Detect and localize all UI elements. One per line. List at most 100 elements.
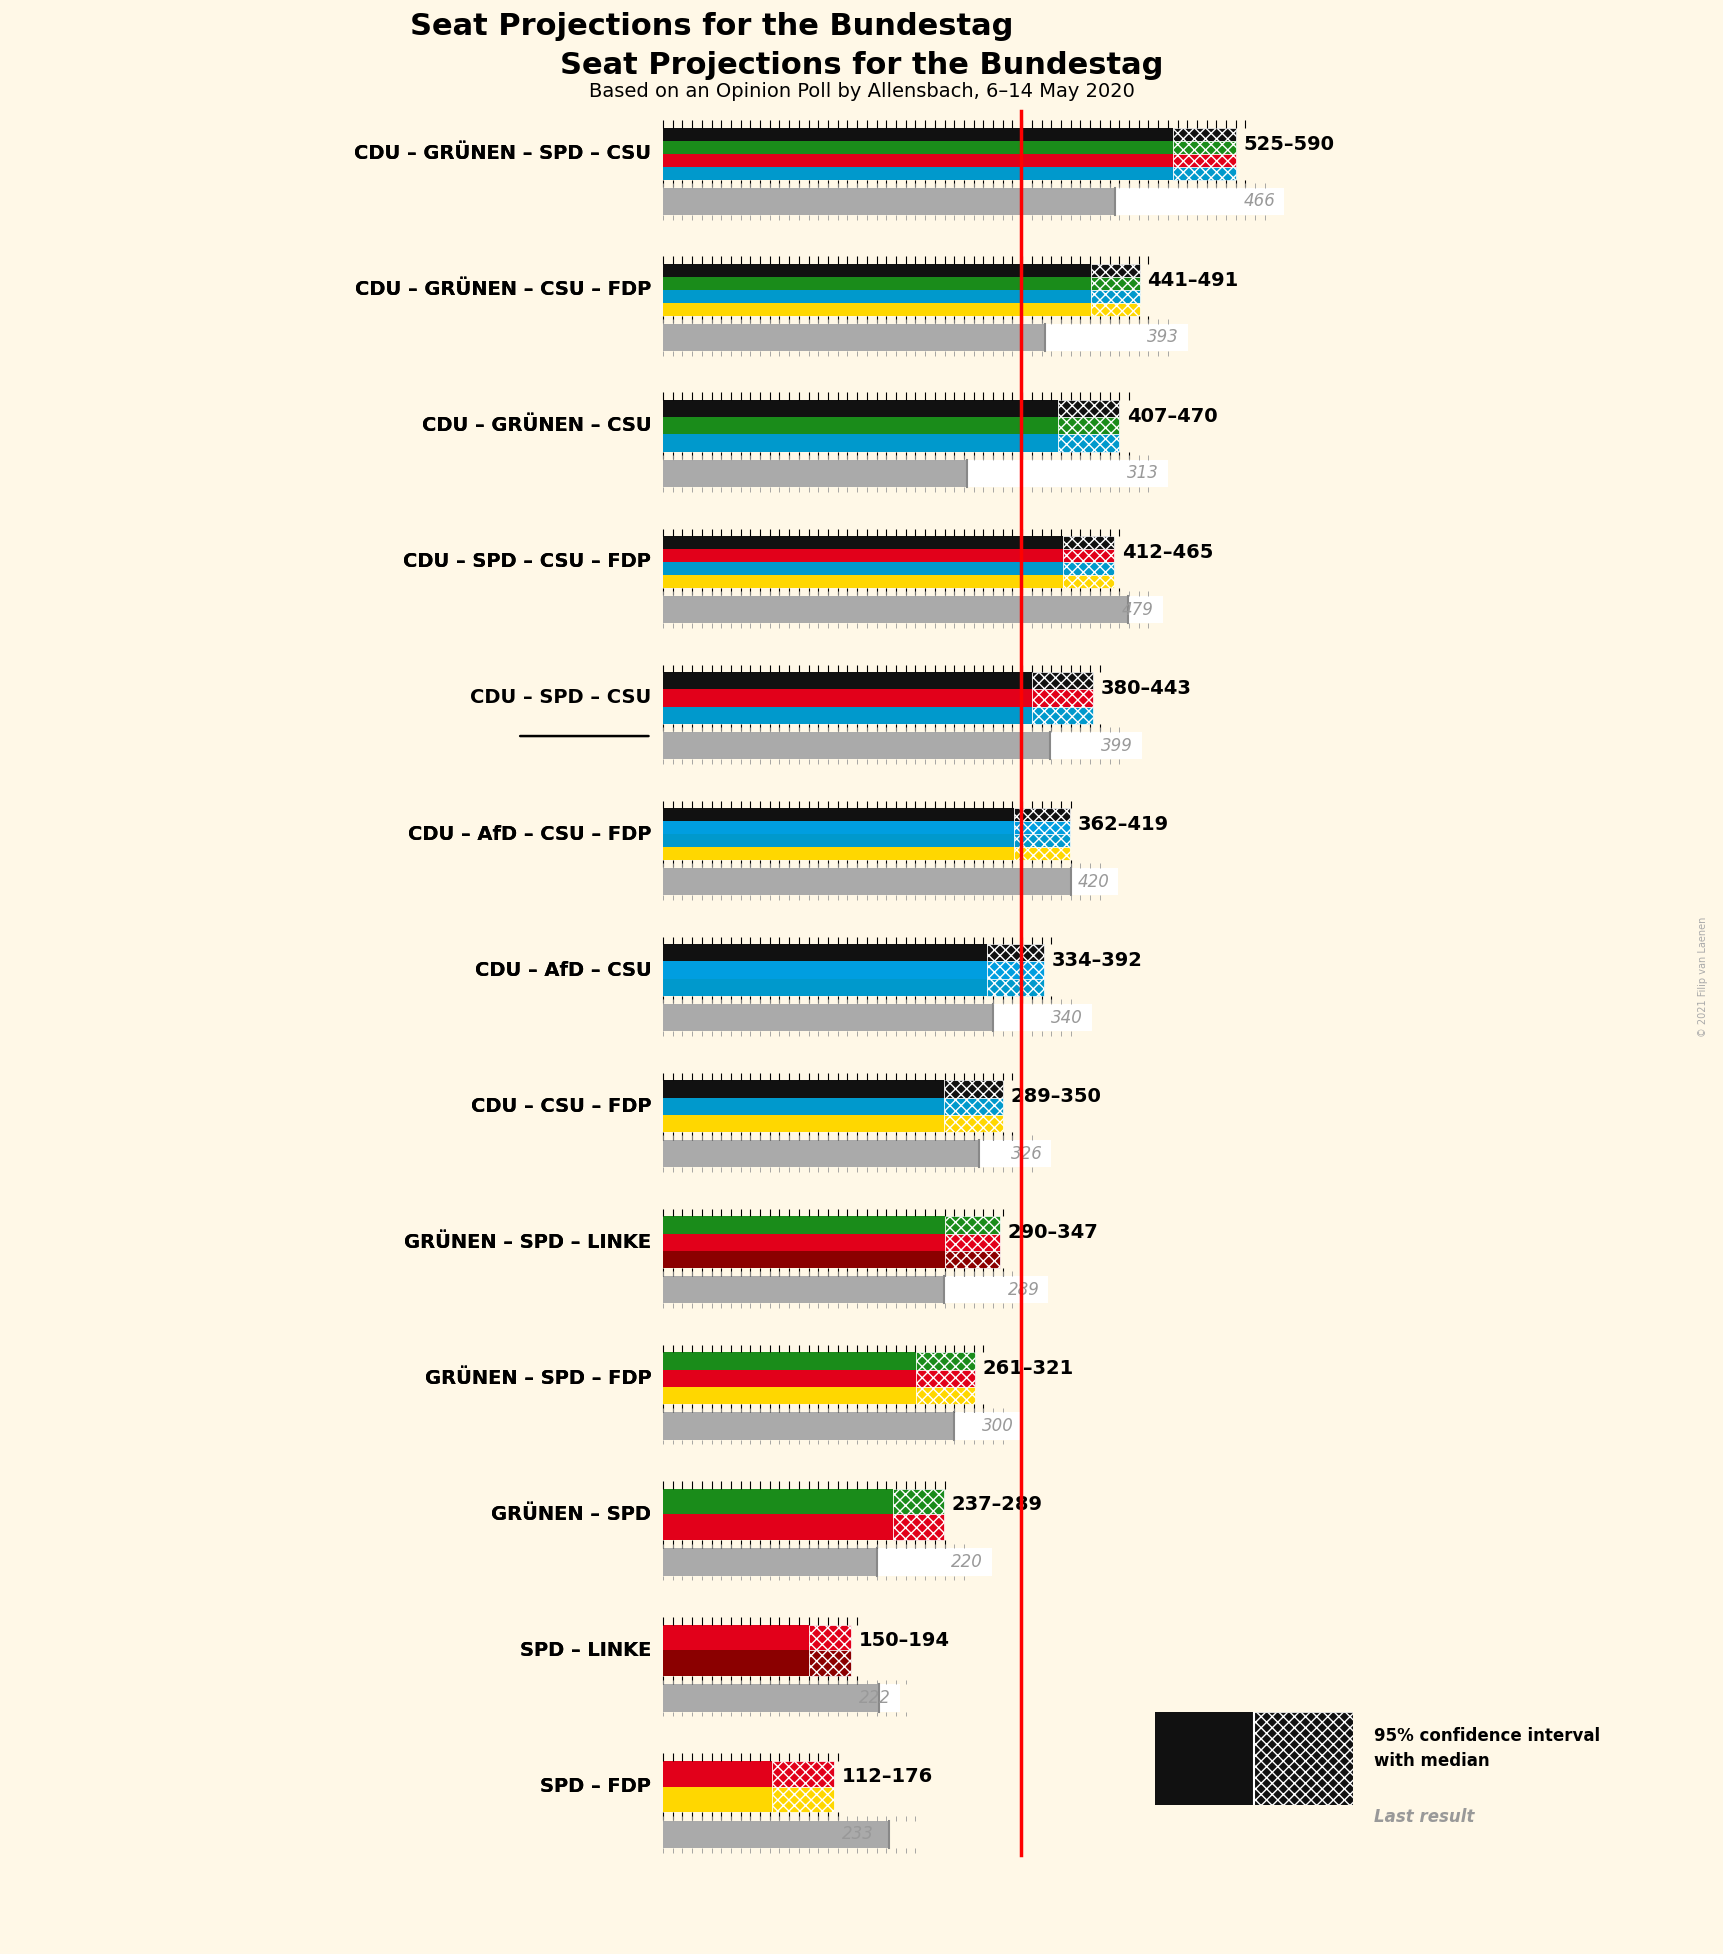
Bar (663, 1684, 899, 1712)
Text: SPD – LINKE: SPD – LINKE (520, 1641, 651, 1661)
Bar (987, 979, 1042, 997)
Bar (663, 1489, 893, 1514)
Bar (663, 596, 1163, 623)
Bar (1032, 672, 1092, 690)
Text: GRÜNEN – SPD – LINKE: GRÜNEN – SPD – LINKE (403, 1233, 651, 1253)
Text: GRÜNEN – SPD: GRÜNEN – SPD (491, 1505, 651, 1524)
Text: CDU – GRÜNEN – SPD – CSU: CDU – GRÜNEN – SPD – CSU (355, 145, 651, 164)
Bar (663, 401, 1058, 418)
Text: CDU – CSU – FDP: CDU – CSU – FDP (470, 1096, 651, 1116)
Bar (808, 1624, 851, 1651)
Bar (663, 868, 1118, 895)
Bar (1091, 289, 1139, 303)
Bar (663, 188, 1284, 215)
Bar (663, 574, 1063, 588)
Text: CDU – SPD – CSU – FDP: CDU – SPD – CSU – FDP (403, 553, 651, 571)
Text: 380–443: 380–443 (1101, 678, 1191, 698)
Bar (663, 834, 1013, 846)
Bar (663, 1786, 772, 1813)
Text: CDU – AfD – CSU – FDP: CDU – AfD – CSU – FDP (408, 825, 651, 844)
Bar (663, 324, 1187, 352)
Bar (1013, 834, 1070, 846)
Bar (663, 1276, 1048, 1303)
Bar (893, 1514, 942, 1540)
Bar (1172, 141, 1235, 154)
Bar (663, 1548, 991, 1575)
Text: 300: 300 (982, 1417, 1013, 1434)
Text: 233: 233 (841, 1825, 874, 1843)
Text: Seat Projections for the Bundestag: Seat Projections for the Bundestag (560, 51, 1163, 80)
Bar (1063, 574, 1113, 588)
Bar (663, 1004, 992, 1032)
Bar (917, 1352, 973, 1370)
Bar (663, 1413, 1022, 1440)
Bar (663, 1624, 808, 1651)
Bar (663, 1352, 917, 1370)
Text: 399: 399 (1101, 737, 1132, 754)
Text: CDU – CSU – FDP: CDU – CSU – FDP (470, 1096, 651, 1116)
Bar (1063, 563, 1113, 574)
Text: 290–347: 290–347 (1006, 1223, 1098, 1243)
Bar (1063, 549, 1113, 563)
Bar (663, 868, 1070, 895)
Bar (1013, 809, 1070, 821)
Text: CDU – AfD – CSU: CDU – AfD – CSU (474, 961, 651, 979)
Bar (1013, 846, 1070, 860)
Bar (1091, 303, 1139, 317)
Text: CDU – GRÜNEN – CSU: CDU – GRÜNEN – CSU (422, 416, 651, 436)
Bar (944, 1251, 999, 1268)
Bar (1091, 264, 1139, 277)
Bar (772, 1761, 834, 1786)
Bar (663, 264, 1091, 277)
Bar (663, 1141, 979, 1167)
Text: 393: 393 (1148, 328, 1179, 346)
Text: SPD – LINKE: SPD – LINKE (520, 1641, 651, 1661)
Bar (987, 961, 1042, 979)
Text: 326: 326 (1010, 1145, 1042, 1163)
Bar (1172, 166, 1235, 180)
Text: 220: 220 (951, 1553, 982, 1571)
Bar (917, 1387, 973, 1405)
Bar (663, 127, 1172, 141)
Text: © 2021 Filip van Laenen: © 2021 Filip van Laenen (1697, 916, 1707, 1038)
Bar (663, 535, 1063, 549)
Text: 150–194: 150–194 (858, 1632, 949, 1651)
Text: CDU – GRÜNEN – SPD – CSU: CDU – GRÜNEN – SPD – CSU (355, 145, 651, 164)
Bar (1032, 690, 1092, 707)
Text: 525–590: 525–590 (1242, 135, 1334, 154)
Text: 407–470: 407–470 (1127, 406, 1216, 426)
Text: 222: 222 (858, 1688, 891, 1708)
Text: 95% confidence interval
with median: 95% confidence interval with median (1373, 1727, 1599, 1770)
Bar (663, 821, 1013, 834)
Text: GRÜNEN – SPD – FDP: GRÜNEN – SPD – FDP (424, 1370, 651, 1387)
Bar (663, 1684, 879, 1712)
Text: CDU – GRÜNEN – CSU – FDP: CDU – GRÜNEN – CSU – FDP (355, 279, 651, 299)
Bar (663, 1821, 882, 1848)
Text: 362–419: 362–419 (1077, 815, 1168, 834)
Text: CDU – SPD – CSU: CDU – SPD – CSU (470, 688, 651, 707)
Bar (1058, 401, 1118, 418)
Text: CDU – AfD – CSU – FDP: CDU – AfD – CSU – FDP (408, 825, 651, 844)
Bar (1013, 821, 1070, 834)
Bar (944, 1233, 999, 1251)
Bar (663, 1116, 942, 1131)
Bar (663, 1141, 1051, 1167)
Bar (893, 1489, 942, 1514)
Bar (663, 733, 1049, 760)
Text: 441–491: 441–491 (1148, 272, 1237, 289)
Text: CDU – AfD – CSU: CDU – AfD – CSU (474, 961, 651, 979)
Bar (663, 1251, 944, 1268)
Bar (663, 944, 987, 961)
Text: 479: 479 (1122, 600, 1153, 619)
Bar (663, 846, 1013, 860)
Text: SPD – FDP: SPD – FDP (539, 1776, 651, 1796)
Bar (942, 1098, 1003, 1116)
Bar (663, 1514, 893, 1540)
Text: 237–289: 237–289 (951, 1495, 1042, 1514)
Bar (772, 1786, 834, 1813)
Bar (663, 418, 1058, 434)
Bar (663, 166, 1172, 180)
Bar (663, 289, 1091, 303)
Text: 289: 289 (1006, 1282, 1039, 1299)
Bar (987, 944, 1042, 961)
